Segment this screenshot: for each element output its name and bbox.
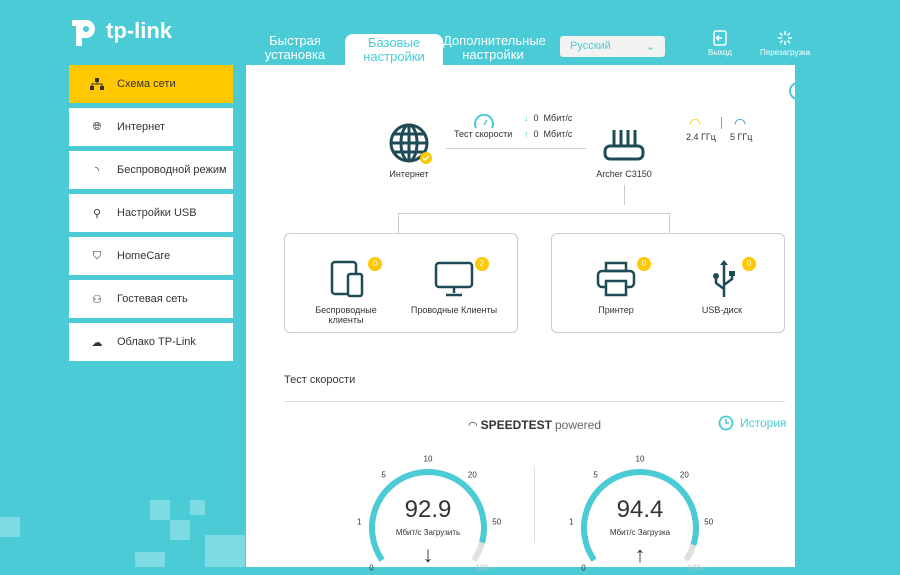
reboot-icon bbox=[778, 31, 793, 45]
usb-icon: ⚲ bbox=[92, 207, 102, 220]
sidebar-item-usb[interactable]: ⚲ Настройки USB bbox=[69, 194, 233, 232]
speed-test-title: Тест скорости bbox=[284, 374, 356, 386]
cloud-icon: ☁ bbox=[91, 336, 103, 349]
wifi-24-icon[interactable]: ◠ bbox=[689, 115, 702, 131]
wired-clients-count: 2 bbox=[475, 257, 489, 271]
wifi-icon: ◝ bbox=[94, 164, 100, 177]
speedtest-logo: ◠ SPEEDTEST powered bbox=[468, 418, 601, 432]
tab-advanced[interactable]: Дополнительные настройки bbox=[443, 33, 546, 62]
sidebar-item-wireless[interactable]: ◝ Беспроводной режим bbox=[69, 151, 233, 189]
usb-disk-icon[interactable] bbox=[710, 259, 738, 299]
band-5-label: 5 ГГц bbox=[730, 132, 753, 142]
gauge-tick-label: 1 bbox=[569, 517, 574, 527]
tp-link-logo: tp-link bbox=[68, 14, 172, 48]
arrow-down-icon: ↓ bbox=[524, 113, 529, 123]
download-gauge: 0 1 5 10 20 50 100+ 92.9 Мбит/с Загрузить ↓ bbox=[357, 450, 502, 573]
connector-line bbox=[398, 213, 670, 233]
language-select[interactable]: Русский ⌄ bbox=[560, 36, 665, 57]
gauge-tick-label: 5 bbox=[381, 470, 386, 480]
gauge-tick-label: 10 bbox=[423, 454, 433, 464]
reboot-button[interactable]: Перезагрузка bbox=[760, 30, 810, 57]
chevron-down-icon: ⌄ bbox=[645, 41, 655, 53]
divider bbox=[446, 148, 586, 149]
wireless-clients-icon[interactable] bbox=[330, 260, 366, 298]
decoration bbox=[170, 520, 190, 540]
logout-button[interactable]: Выход bbox=[708, 30, 732, 57]
gauge-tick-label: 20 bbox=[679, 470, 689, 480]
printer-label: Принтер bbox=[598, 305, 634, 315]
wired-clients-icon[interactable] bbox=[434, 261, 474, 297]
gauge-tick-label: 50 bbox=[704, 517, 714, 527]
printer-count: 0 bbox=[637, 257, 651, 271]
band-24-label: 2.4 ГГц bbox=[686, 132, 716, 142]
gauge-unit-label: Мбит/с Загрузить bbox=[395, 528, 461, 537]
wifi-5-icon[interactable]: ◠ bbox=[734, 115, 747, 131]
divider bbox=[534, 467, 535, 542]
decoration bbox=[135, 552, 165, 567]
main-panel: ? Интернет Тест скорости ↓ 0 Мбит/с ↑ 0 … bbox=[246, 65, 807, 573]
logout-icon bbox=[713, 30, 727, 46]
decoration bbox=[190, 500, 205, 515]
wireless-clients-count: 0 bbox=[368, 257, 382, 271]
gauge-tick-label: 5 bbox=[593, 470, 598, 480]
tp-link-logo-icon bbox=[72, 20, 95, 46]
down-speed: ↓ 0 Мбит/с bbox=[524, 113, 573, 123]
arrow-up-icon: ↑ bbox=[524, 129, 529, 139]
router-label: Archer C3150 bbox=[596, 169, 652, 179]
speed-test-gauge-icon[interactable] bbox=[473, 113, 495, 129]
usb-label: USB-диск bbox=[701, 305, 743, 315]
upload-gauge: 0 1 5 10 20 50 100+ 94.4 Мбит/с Загрузка ↑ bbox=[569, 450, 714, 573]
gauge-tick-label: 10 bbox=[635, 454, 645, 464]
decoration bbox=[0, 517, 20, 537]
help-icon[interactable]: ? bbox=[789, 82, 807, 100]
decoration bbox=[205, 535, 245, 567]
sidebar-item-homecare[interactable]: ⛉ HomeCare bbox=[69, 237, 233, 275]
history-button[interactable]: История bbox=[718, 415, 787, 431]
internet-globe-icon[interactable] bbox=[389, 123, 433, 167]
shield-icon: ⛉ bbox=[92, 249, 102, 262]
up-speed: ↑ 0 Мбит/с bbox=[524, 129, 573, 139]
usb-devices-box bbox=[551, 233, 785, 333]
gauge-arc bbox=[369, 469, 487, 562]
tab-quick-setup[interactable]: Быстрая установка bbox=[264, 33, 326, 62]
router-icon[interactable] bbox=[602, 128, 646, 162]
printer-icon[interactable] bbox=[596, 261, 636, 297]
decoration bbox=[150, 500, 170, 520]
network-map-icon bbox=[89, 78, 105, 90]
arrow-up-icon: ↑ bbox=[634, 542, 646, 567]
clients-box bbox=[284, 233, 518, 333]
speedtest-gauge-icon: ◠ bbox=[468, 419, 478, 432]
tab-basic[interactable]: Базовые настройки bbox=[345, 34, 443, 65]
sidebar-item-internet[interactable]: 🌐︎ Интернет bbox=[69, 108, 233, 146]
arrow-down-icon: ↓ bbox=[422, 542, 434, 567]
gauge-tick-label: 1 bbox=[357, 517, 362, 527]
connector-line bbox=[624, 185, 625, 205]
sidebar-item-cloud[interactable]: ☁ Облако TP-Link bbox=[69, 323, 233, 361]
gauge-value: 92.9 bbox=[404, 496, 452, 523]
sidebar-item-guest[interactable]: ⚇ Гостевая сеть bbox=[69, 280, 233, 318]
clock-icon bbox=[718, 415, 734, 431]
gauge-arc bbox=[581, 469, 699, 562]
gauge-tick-label: 20 bbox=[467, 470, 477, 480]
divider bbox=[721, 117, 722, 129]
internet-label: Интернет bbox=[389, 169, 429, 179]
wireless-clients-label: Беспроводные клиенты bbox=[315, 305, 377, 325]
brand-name: tp-link bbox=[106, 18, 172, 43]
gauge-unit-label: Мбит/с Загрузка bbox=[609, 528, 671, 537]
globe-icon: 🌐︎ bbox=[92, 120, 102, 133]
usb-count: 0 bbox=[742, 257, 756, 271]
divider bbox=[284, 401, 785, 402]
guest-users-icon: ⚇ bbox=[92, 293, 102, 306]
speed-test-link[interactable]: Тест скорости bbox=[454, 129, 513, 139]
sidebar-item-network-map[interactable]: Схема сети bbox=[69, 65, 233, 103]
gauge-tick-label: 50 bbox=[492, 517, 502, 527]
gauge-value: 94.4 bbox=[616, 496, 664, 523]
wired-clients-label: Проводные Клиенты bbox=[410, 305, 498, 315]
